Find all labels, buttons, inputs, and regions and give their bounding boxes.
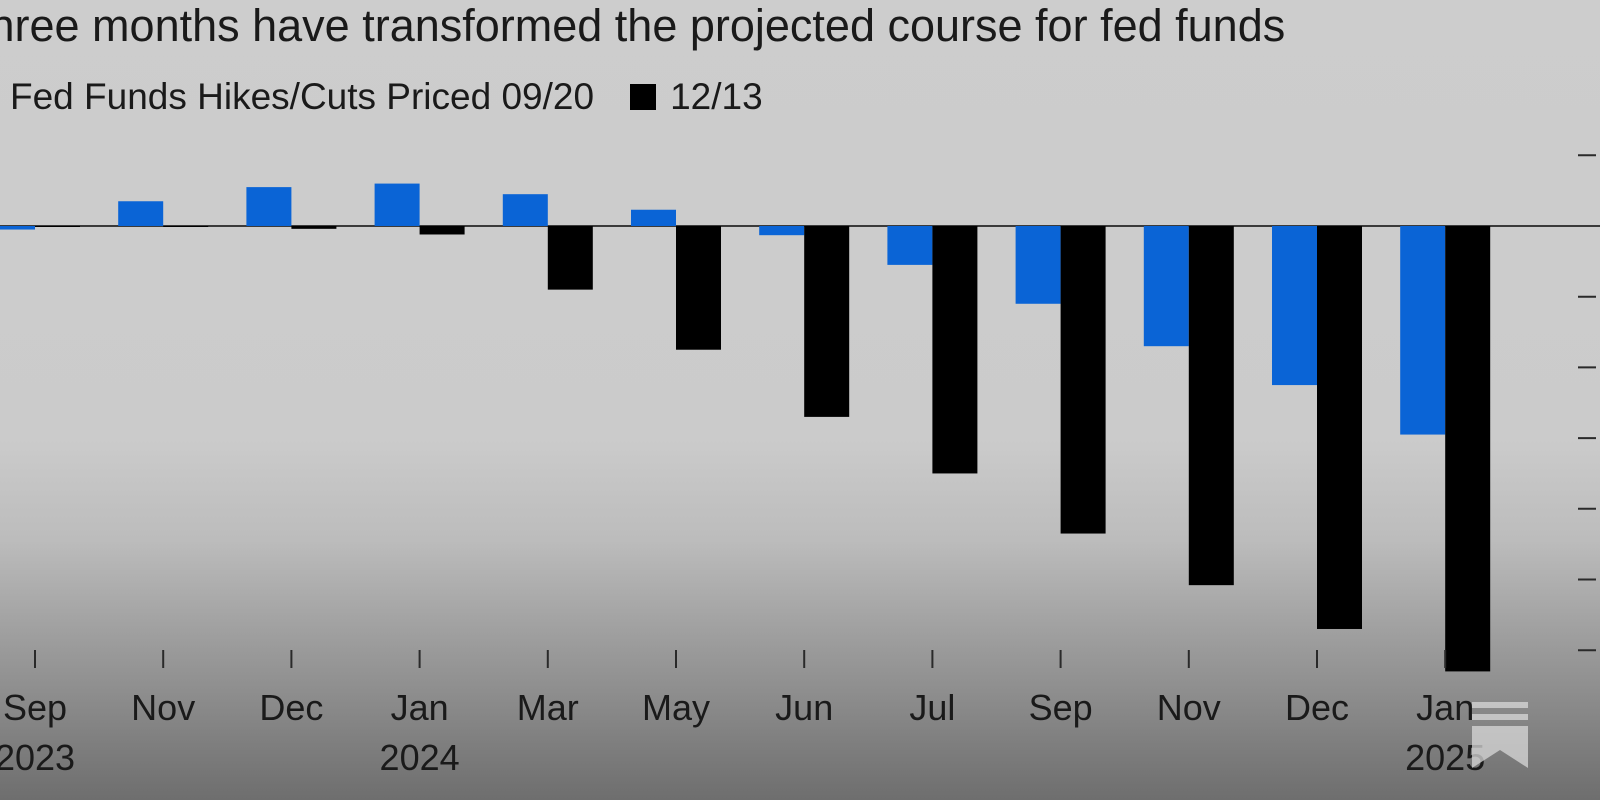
legend-swatch-1213 [630, 84, 657, 110]
legend-label-0920: Fed Funds Hikes/Cuts Priced 09/20 [10, 76, 595, 117]
legend-label-1213: 12/13 [670, 76, 763, 117]
bar-dec13-3 [419, 226, 465, 235]
bar-sep20-1 [118, 201, 164, 226]
x-tick-label: Jun [775, 687, 833, 728]
bookmark-watermark-icon [1472, 702, 1528, 768]
x-year-label: 2025 [1405, 737, 1485, 778]
bar-sep20-11 [1400, 226, 1446, 435]
bar-sep20-7 [887, 226, 933, 265]
bar-sep20-9 [1143, 226, 1189, 347]
x-tick-label: Jul [909, 687, 955, 728]
chart-title: Three months have transformed the projec… [0, 0, 1286, 51]
bar-sep20-0 [0, 226, 35, 230]
bar-sep20-2 [246, 187, 292, 226]
bar-dec13-11 [1445, 226, 1491, 672]
x-tick-label: Sep [1029, 687, 1093, 728]
x-tick-label: Jan [1416, 687, 1474, 728]
x-tick-label: Nov [1157, 687, 1221, 728]
x-year-label: 2024 [380, 737, 460, 778]
x-tick-label: Jan [391, 687, 449, 728]
x-tick-label: Dec [1285, 687, 1349, 728]
bar-dec13-9 [1188, 226, 1234, 586]
bar-sep20-10 [1272, 226, 1317, 386]
bar-dec13-5 [676, 226, 721, 350]
x-tick-label: Mar [517, 687, 579, 728]
x-tick-label: Nov [131, 687, 195, 728]
bar-dec13-2 [291, 226, 337, 229]
x-tick-label: Sep [3, 687, 67, 728]
bar-sep20-4 [502, 194, 548, 226]
bar-dec13-8 [1060, 226, 1106, 534]
bar-dec13-7 [932, 226, 978, 474]
bar-dec13-6 [804, 226, 850, 417]
x-tick-label: Dec [259, 687, 323, 728]
legend-item-1213: 12/13 [630, 76, 763, 118]
legend: Fed Funds Hikes/Cuts Priced 09/20 12/13 [0, 72, 763, 122]
bar-dec13-10 [1317, 226, 1362, 629]
bar-dec13-1 [163, 226, 209, 227]
x-year-label: 2023 [0, 737, 75, 778]
bar-dec13-0 [35, 226, 80, 227]
bar-sep20-3 [374, 183, 420, 226]
bar-sep20-8 [1015, 226, 1061, 304]
bar-sep20-5 [631, 209, 676, 226]
x-tick-label: May [642, 687, 710, 728]
legend-item-0920: Fed Funds Hikes/Cuts Priced 09/20 [0, 76, 594, 118]
bar-sep20-6 [759, 226, 805, 236]
bar-dec13-4 [547, 226, 593, 290]
